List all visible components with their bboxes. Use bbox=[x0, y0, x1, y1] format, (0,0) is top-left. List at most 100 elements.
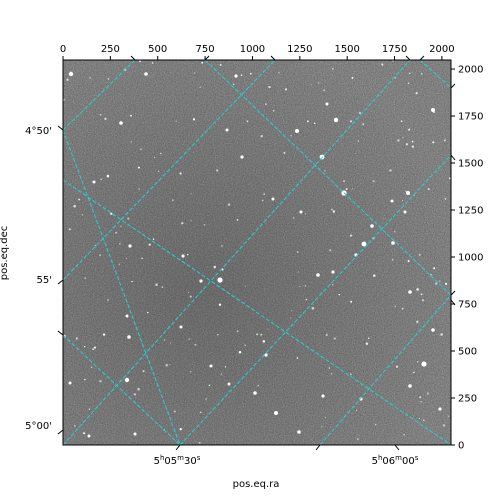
star bbox=[133, 432, 137, 436]
star bbox=[374, 423, 377, 426]
star bbox=[402, 137, 404, 139]
star bbox=[419, 396, 422, 399]
star bbox=[418, 418, 421, 420]
star bbox=[430, 274, 432, 276]
star bbox=[390, 199, 394, 203]
dec-tick-label: 55' bbox=[37, 275, 52, 286]
star bbox=[324, 416, 326, 418]
star bbox=[68, 228, 71, 231]
edge-tick-mark bbox=[315, 444, 321, 451]
ra-minutes: 05 bbox=[164, 456, 177, 467]
star bbox=[99, 379, 102, 383]
edge-tick-mark bbox=[450, 299, 456, 306]
top-tick-label: 1750 bbox=[382, 44, 407, 55]
star bbox=[357, 140, 359, 142]
star bbox=[304, 285, 306, 287]
star bbox=[408, 128, 411, 131]
star bbox=[278, 72, 280, 74]
star bbox=[205, 398, 207, 400]
star bbox=[311, 306, 315, 310]
star bbox=[161, 286, 164, 289]
right-pixel-axis: 0 250 500 750 1000 1250 1500 1750 2000 bbox=[451, 65, 483, 452]
star bbox=[284, 88, 288, 91]
star bbox=[403, 210, 407, 214]
star bbox=[438, 407, 442, 411]
star bbox=[83, 346, 86, 348]
sky-image bbox=[63, 60, 451, 445]
star bbox=[263, 193, 266, 196]
star bbox=[217, 333, 219, 336]
top-tick-label: 2000 bbox=[429, 44, 454, 55]
ra-seconds: 30 bbox=[184, 456, 197, 467]
star bbox=[213, 265, 217, 269]
star bbox=[125, 314, 129, 318]
star bbox=[305, 298, 308, 301]
star bbox=[189, 295, 192, 298]
star bbox=[423, 419, 425, 422]
star bbox=[190, 193, 192, 195]
star bbox=[68, 71, 74, 77]
star bbox=[299, 210, 303, 214]
star bbox=[406, 191, 410, 195]
star bbox=[220, 373, 223, 375]
star bbox=[119, 121, 123, 125]
star bbox=[290, 317, 292, 319]
star bbox=[401, 199, 404, 201]
star bbox=[416, 361, 419, 363]
star bbox=[256, 333, 259, 336]
star bbox=[332, 210, 335, 213]
star bbox=[413, 371, 415, 374]
star bbox=[194, 343, 197, 346]
star bbox=[88, 408, 91, 410]
star bbox=[365, 342, 369, 346]
star bbox=[218, 303, 222, 306]
star bbox=[219, 63, 222, 66]
star bbox=[99, 254, 101, 256]
right-tick-label: 2000 bbox=[458, 65, 483, 76]
star bbox=[397, 139, 400, 142]
right-tick-label: 1250 bbox=[458, 206, 483, 217]
star-field bbox=[63, 60, 451, 444]
star bbox=[140, 148, 142, 151]
star bbox=[271, 197, 275, 201]
dec-tick-label: 5°00' bbox=[25, 421, 52, 432]
star bbox=[169, 363, 171, 365]
right-tick-label: 1500 bbox=[458, 159, 483, 170]
star bbox=[401, 307, 404, 310]
star bbox=[433, 111, 435, 114]
top-pixel-axis: 0 250 500 750 1000 1250 1500 1750 2000 bbox=[60, 44, 455, 60]
star bbox=[265, 103, 267, 105]
star bbox=[343, 180, 345, 183]
star bbox=[411, 140, 414, 143]
grid-line bbox=[63, 60, 276, 281]
star bbox=[94, 244, 96, 247]
star bbox=[444, 282, 448, 286]
star bbox=[126, 257, 128, 259]
star bbox=[249, 72, 252, 75]
star bbox=[391, 241, 395, 245]
right-tick-label: 500 bbox=[458, 347, 477, 358]
star bbox=[84, 378, 86, 381]
grid-line bbox=[179, 154, 451, 445]
star bbox=[172, 199, 174, 201]
star bbox=[349, 234, 353, 237]
edge-tick-mark bbox=[57, 429, 64, 435]
star bbox=[443, 139, 446, 142]
star bbox=[292, 217, 295, 219]
star bbox=[262, 340, 266, 343]
star bbox=[188, 338, 190, 340]
star bbox=[236, 330, 239, 333]
star bbox=[124, 377, 130, 383]
grid-line bbox=[63, 129, 181, 445]
edge-tick-mark bbox=[175, 444, 181, 451]
star bbox=[221, 245, 223, 247]
star bbox=[107, 78, 110, 80]
star bbox=[440, 333, 443, 336]
star bbox=[141, 257, 143, 259]
star bbox=[405, 190, 407, 193]
star bbox=[408, 384, 412, 388]
world-edge-ticks bbox=[57, 55, 456, 451]
star bbox=[273, 110, 275, 112]
star bbox=[240, 155, 244, 159]
grid-line bbox=[63, 334, 181, 445]
